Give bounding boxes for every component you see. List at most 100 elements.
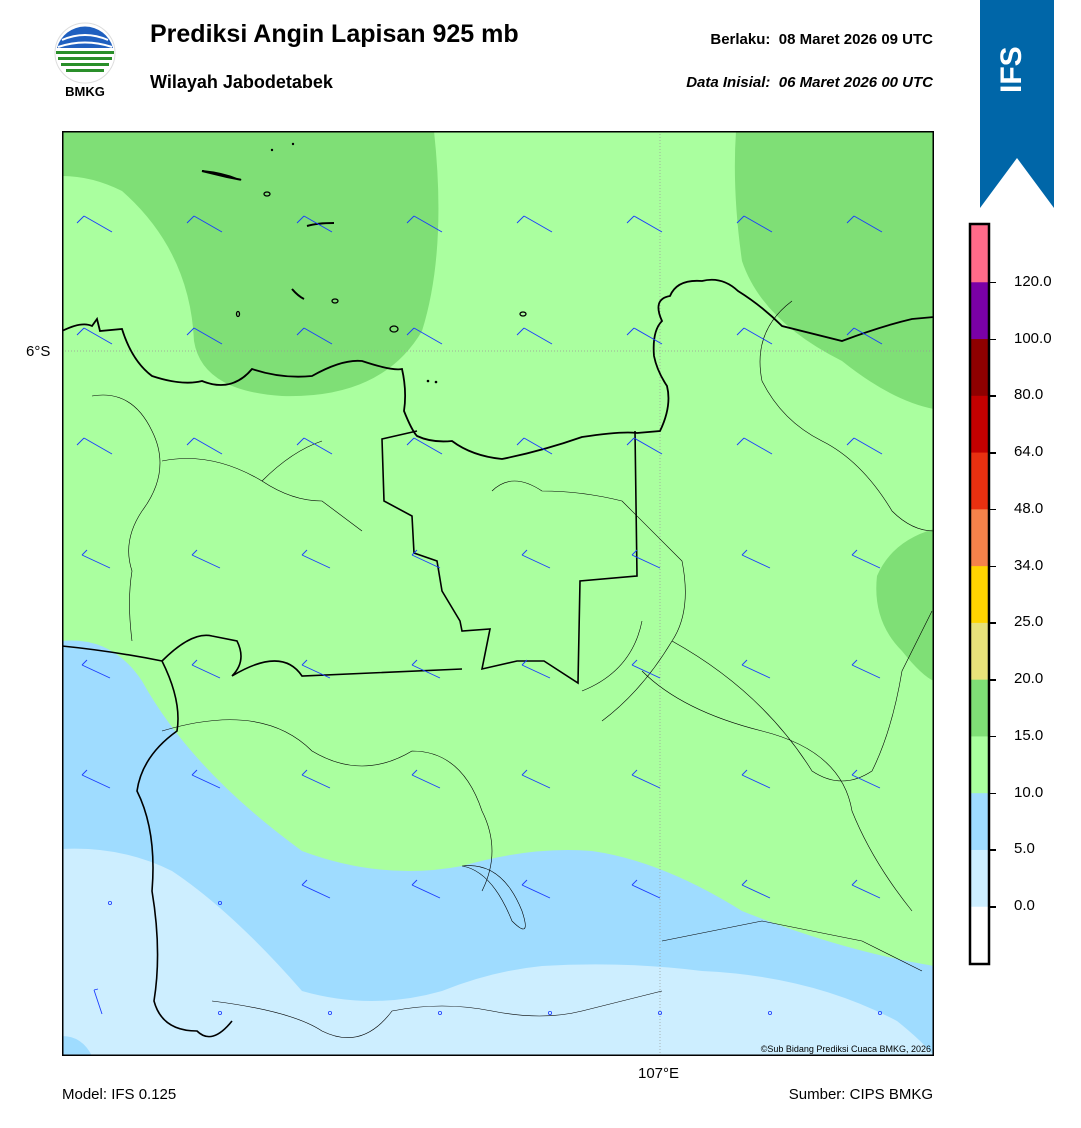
wind-barb — [521, 879, 551, 899]
colorbar-tick — [990, 679, 996, 681]
wind-barb — [521, 549, 551, 569]
island — [270, 148, 274, 152]
wind-barb — [741, 659, 771, 679]
map-frame — [62, 131, 934, 1056]
wind-barb — [76, 327, 113, 345]
wind-barb — [301, 879, 331, 899]
island — [306, 222, 335, 227]
wind-barb — [741, 769, 771, 789]
wind-barb — [631, 659, 661, 679]
colorbar-tick-label: 10.0 — [1014, 783, 1044, 801]
colorbar-cell — [971, 735, 988, 794]
calm-wind-marker — [108, 901, 113, 906]
colorbar-tick-label: 20.0 — [1014, 670, 1044, 688]
logo-text: BMKG — [65, 84, 105, 99]
wind-barb — [406, 327, 443, 345]
colorbar-tick — [990, 622, 996, 624]
wind-barb — [736, 215, 773, 233]
colorbar-cell — [971, 508, 988, 567]
island — [263, 191, 271, 197]
colorbar-cell — [971, 622, 988, 680]
province-border — [62, 645, 233, 1038]
wind-barb — [81, 659, 111, 679]
wind-barb — [846, 215, 883, 233]
wind-barb — [626, 327, 663, 345]
initial-value: 06 Maret 2026 00 UTC — [778, 74, 933, 91]
wind-barb — [406, 437, 443, 455]
colorbar-tick-label: 5.0 — [1014, 840, 1035, 858]
colorbar-tick — [990, 906, 996, 908]
wind-barb — [741, 879, 771, 899]
colorbar — [968, 222, 991, 966]
colorbar-cell — [971, 906, 988, 964]
colorbar-tick-label: 100.0 — [1014, 329, 1052, 347]
colorbar-cell — [971, 565, 988, 623]
wind-barb — [516, 327, 553, 345]
valid-label: Berlaku: — [710, 31, 771, 48]
lon-tick-label: 107°E — [638, 1065, 680, 1082]
initial-time: Data Inisial: 06 Maret 2026 00 UTC — [686, 74, 933, 91]
calm-wind-marker — [217, 1011, 222, 1016]
wind-barb — [626, 215, 663, 233]
speed-zone-15-20-north-east — [734, 131, 934, 409]
colorbar-cell — [971, 452, 988, 510]
wind-barb — [631, 879, 661, 899]
wind-barb — [93, 988, 103, 1015]
province-border — [161, 634, 463, 677]
wind-barb — [406, 215, 443, 233]
wind-barb — [81, 549, 111, 569]
wind-barb — [631, 549, 661, 569]
lat-tick-label: 6°S — [26, 343, 51, 360]
colorbar-tick-label: 0.0 — [1014, 897, 1035, 915]
colorbar-tick-label: 48.0 — [1014, 499, 1044, 517]
wind-barb — [516, 437, 553, 455]
province-border — [381, 430, 638, 685]
wind-barb — [516, 215, 553, 233]
wind-barb — [846, 327, 883, 345]
speed-zone-15-20-north-west — [62, 131, 439, 397]
wind-map — [62, 131, 934, 1056]
model-label: Model: IFS 0.125 — [62, 1086, 177, 1103]
wind-barb — [851, 879, 881, 899]
wind-barb — [521, 659, 551, 679]
colorbar-tick — [990, 281, 996, 284]
wind-barb — [301, 549, 331, 569]
colorbar-tick — [990, 395, 996, 397]
calm-wind-marker — [327, 1011, 332, 1016]
wind-barb — [411, 659, 441, 679]
wind-barb — [521, 769, 551, 789]
wind-barb — [411, 879, 441, 899]
island — [519, 311, 527, 317]
colorbar-tick-label: 80.0 — [1014, 386, 1044, 404]
colorbar-tick — [990, 452, 996, 454]
bmkg-logo-icon — [54, 22, 116, 84]
regency-border — [91, 300, 934, 1038]
colorbar-cell — [971, 679, 988, 737]
ifs-badge-shape — [980, 0, 1054, 208]
ifs-badge-text: IFS — [995, 46, 1028, 94]
wind-barb — [81, 769, 111, 789]
island — [291, 288, 305, 300]
speed-zone-5-10-corner — [62, 1036, 92, 1056]
colorbar-tick — [990, 792, 996, 795]
wind-barb — [301, 769, 331, 789]
island — [235, 310, 241, 318]
wind-barb — [296, 327, 333, 345]
coastline — [62, 278, 934, 460]
colorbar-cell — [971, 395, 988, 453]
colorbar-tick — [990, 338, 996, 341]
wind-barb — [76, 437, 113, 455]
calm-wind-marker — [217, 901, 222, 906]
copyright-note: ©Sub Bidang Prediksi Cuaca BMKG, 2026 — [760, 1044, 931, 1054]
colorbar-tick — [990, 565, 996, 568]
wind-barb — [186, 437, 223, 455]
wind-barb — [736, 327, 773, 345]
initial-label: Data Inisial: — [686, 74, 771, 91]
wind-barb — [186, 327, 223, 345]
calm-wind-marker — [768, 1011, 773, 1016]
island — [291, 142, 295, 146]
wind-barb — [741, 549, 771, 569]
colorbar-cell — [971, 225, 988, 283]
colorbar-cell — [971, 849, 988, 907]
colorbar-cell — [971, 281, 988, 340]
